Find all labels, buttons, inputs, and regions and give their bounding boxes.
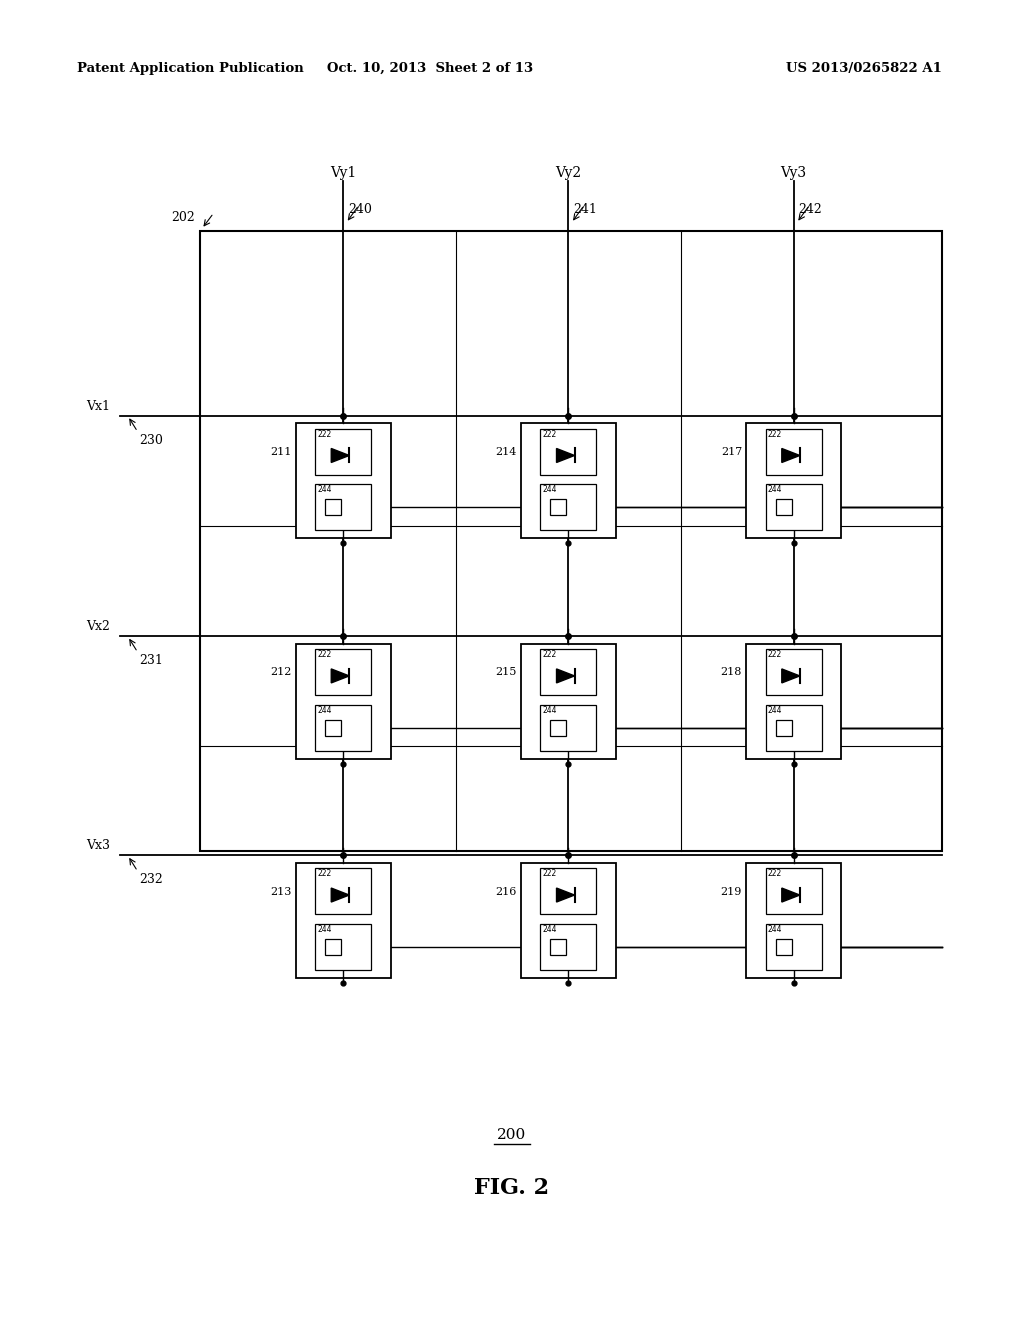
Text: 244: 244 xyxy=(543,925,557,933)
Bar xyxy=(766,484,821,531)
Bar xyxy=(550,939,566,954)
Polygon shape xyxy=(331,888,349,902)
Bar xyxy=(541,924,596,970)
Polygon shape xyxy=(781,669,800,682)
Text: 222: 222 xyxy=(768,430,782,438)
Text: 214: 214 xyxy=(496,447,517,457)
Text: 211: 211 xyxy=(270,447,292,457)
Bar xyxy=(746,644,841,759)
Text: 202: 202 xyxy=(171,211,195,224)
Bar xyxy=(296,863,390,978)
Text: 222: 222 xyxy=(768,651,782,659)
Bar xyxy=(315,649,371,696)
Bar xyxy=(746,424,841,539)
Bar xyxy=(200,231,942,851)
Text: 244: 244 xyxy=(768,706,782,714)
Text: 213: 213 xyxy=(270,887,292,896)
Bar xyxy=(775,939,792,954)
Bar xyxy=(766,924,821,970)
Text: 240: 240 xyxy=(348,203,372,216)
Bar xyxy=(766,429,821,475)
Text: 244: 244 xyxy=(543,706,557,714)
Text: US 2013/0265822 A1: US 2013/0265822 A1 xyxy=(786,62,942,75)
Bar xyxy=(541,649,596,696)
Text: 241: 241 xyxy=(573,203,597,216)
Bar xyxy=(521,644,615,759)
Bar xyxy=(766,649,821,696)
Bar xyxy=(541,705,596,751)
Bar xyxy=(775,499,792,515)
Text: 217: 217 xyxy=(721,447,742,457)
Text: 222: 222 xyxy=(543,430,557,438)
Text: 222: 222 xyxy=(543,651,557,659)
Bar xyxy=(325,939,341,954)
Bar xyxy=(296,424,390,539)
Bar xyxy=(521,424,615,539)
Text: 230: 230 xyxy=(139,434,164,446)
Bar xyxy=(296,644,390,759)
Text: Vy2: Vy2 xyxy=(555,166,582,180)
Text: Vx3: Vx3 xyxy=(86,840,110,853)
Bar xyxy=(315,869,371,915)
Bar xyxy=(766,869,821,915)
Bar xyxy=(775,719,792,735)
Text: Vx2: Vx2 xyxy=(86,620,110,634)
Bar xyxy=(315,484,371,531)
Bar xyxy=(325,719,341,735)
Text: 222: 222 xyxy=(317,651,332,659)
Text: 218: 218 xyxy=(721,668,742,677)
Polygon shape xyxy=(556,449,574,462)
Bar xyxy=(541,869,596,915)
Bar xyxy=(550,499,566,515)
Polygon shape xyxy=(781,888,800,902)
Bar xyxy=(315,705,371,751)
Bar xyxy=(746,863,841,978)
Text: Patent Application Publication: Patent Application Publication xyxy=(77,62,303,75)
Text: 212: 212 xyxy=(270,668,292,677)
Polygon shape xyxy=(781,449,800,462)
Text: 244: 244 xyxy=(768,925,782,933)
Text: 222: 222 xyxy=(317,870,332,878)
Text: 231: 231 xyxy=(139,655,164,667)
Text: 244: 244 xyxy=(543,486,557,494)
Bar xyxy=(550,719,566,735)
Text: Vy3: Vy3 xyxy=(780,166,807,180)
Text: 219: 219 xyxy=(721,887,742,896)
Bar xyxy=(541,429,596,475)
Bar xyxy=(315,924,371,970)
Bar xyxy=(315,429,371,475)
Text: 244: 244 xyxy=(317,486,332,494)
Text: 222: 222 xyxy=(543,870,557,878)
Text: 244: 244 xyxy=(317,706,332,714)
Polygon shape xyxy=(556,669,574,682)
Polygon shape xyxy=(331,669,349,682)
Text: Vy1: Vy1 xyxy=(330,166,356,180)
Text: Vx1: Vx1 xyxy=(86,400,110,413)
Bar xyxy=(325,499,341,515)
Bar xyxy=(521,863,615,978)
Text: 200: 200 xyxy=(498,1129,526,1142)
Text: FIG. 2: FIG. 2 xyxy=(474,1177,550,1199)
Text: 222: 222 xyxy=(317,430,332,438)
Bar xyxy=(766,705,821,751)
Polygon shape xyxy=(331,449,349,462)
Text: 215: 215 xyxy=(496,668,517,677)
Bar xyxy=(541,484,596,531)
Text: 222: 222 xyxy=(768,870,782,878)
Text: Oct. 10, 2013  Sheet 2 of 13: Oct. 10, 2013 Sheet 2 of 13 xyxy=(327,62,534,75)
Text: 232: 232 xyxy=(139,874,164,886)
Text: 242: 242 xyxy=(799,203,822,216)
Text: 216: 216 xyxy=(496,887,517,896)
Text: 244: 244 xyxy=(317,925,332,933)
Text: 244: 244 xyxy=(768,486,782,494)
Polygon shape xyxy=(556,888,574,902)
